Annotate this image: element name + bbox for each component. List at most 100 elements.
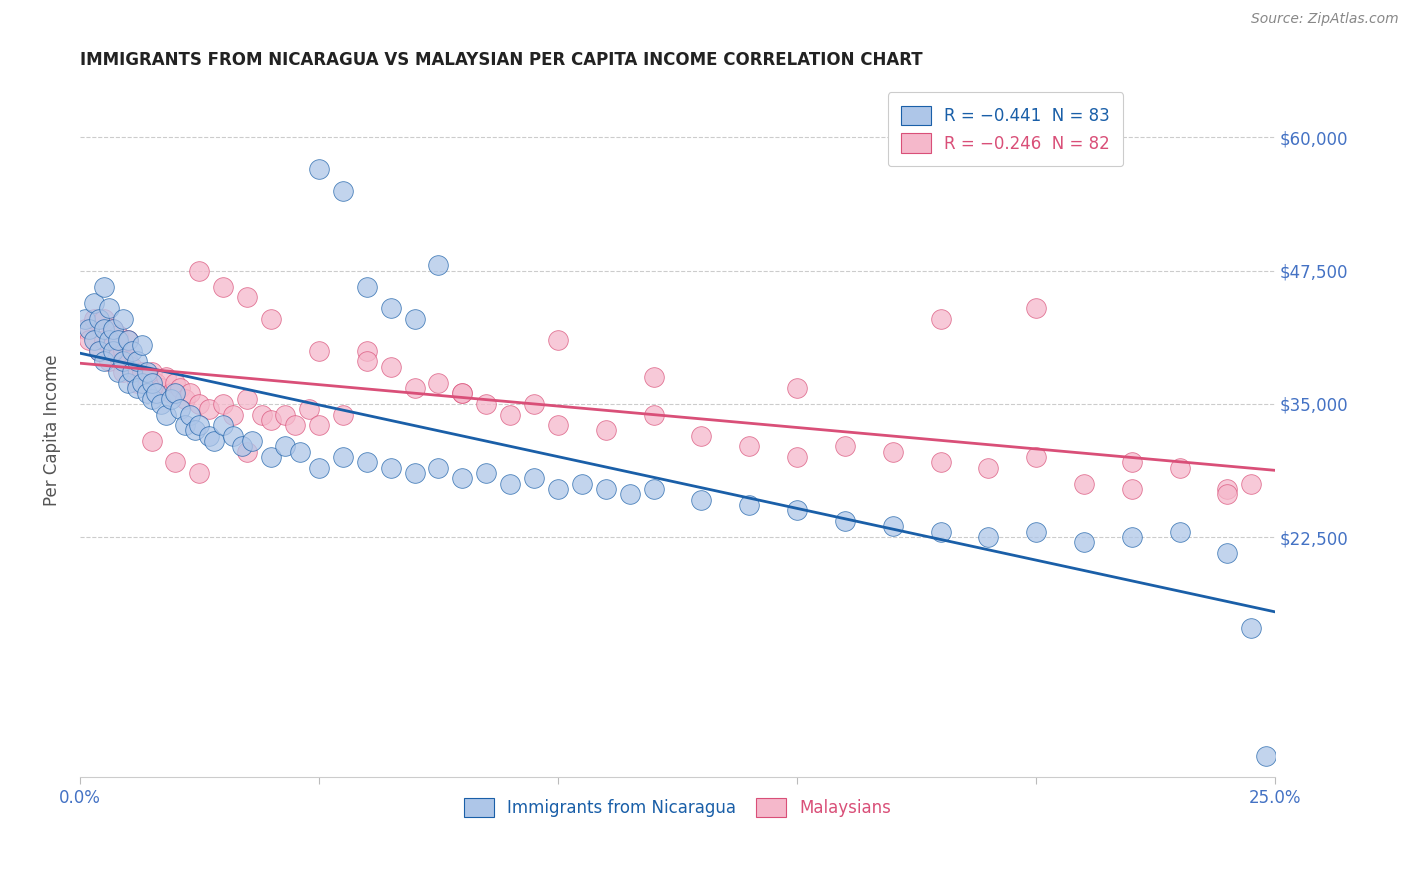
Point [117,376,139,390]
Point [212,279,235,293]
Point [107,349,129,363]
Point [475,397,498,411]
Point [404,381,426,395]
Point [571,476,593,491]
Point [308,460,330,475]
Point [231,440,253,454]
Point [188,466,211,480]
Point [738,498,761,512]
Point [882,445,904,459]
Point [1121,530,1143,544]
Point [380,301,402,315]
Point [117,333,139,347]
Point [183,424,205,438]
Point [103,322,125,336]
Point [212,418,235,433]
Point [97,301,120,315]
Point [1073,476,1095,491]
Point [619,487,641,501]
Text: Source: ZipAtlas.com: Source: ZipAtlas.com [1251,12,1399,26]
Point [332,184,354,198]
Point [250,408,273,422]
Point [83,295,105,310]
Point [1216,482,1239,496]
Point [141,376,163,390]
Point [929,524,952,539]
Point [131,365,153,379]
Point [83,311,105,326]
Point [174,392,197,406]
Point [117,333,139,347]
Point [150,397,173,411]
Point [145,376,167,390]
Point [451,471,474,485]
Point [103,338,125,352]
Point [127,376,149,390]
Point [1240,476,1263,491]
Point [260,311,283,326]
Point [1025,524,1047,539]
Point [111,354,134,368]
Point [404,311,426,326]
Point [404,466,426,480]
Point [786,450,808,464]
Point [547,333,569,347]
Point [523,471,546,485]
Point [356,354,378,368]
Point [93,322,115,336]
Point [380,359,402,374]
Point [135,386,157,401]
Point [284,418,307,433]
Point [174,418,197,433]
Point [107,327,129,342]
Point [356,343,378,358]
Point [179,386,201,401]
Point [135,370,157,384]
Point [79,333,101,347]
Point [87,311,110,326]
Point [1073,535,1095,549]
Point [643,482,665,496]
Point [93,311,115,326]
Point [332,450,354,464]
Point [236,290,259,304]
Point [159,392,181,406]
Point [977,460,1000,475]
Point [93,333,115,347]
Point [107,333,129,347]
Point [523,397,546,411]
Point [202,434,225,449]
Point [236,445,259,459]
Point [93,279,115,293]
Point [690,429,713,443]
Point [165,386,187,401]
Point [547,482,569,496]
Point [87,343,110,358]
Point [103,343,125,358]
Point [93,354,115,368]
Point [298,402,321,417]
Point [87,343,110,358]
Point [308,418,330,433]
Point [135,365,157,379]
Point [260,450,283,464]
Point [117,354,139,368]
Point [141,365,163,379]
Point [595,424,617,438]
Point [1168,524,1191,539]
Point [141,434,163,449]
Point [882,519,904,533]
Point [212,397,235,411]
Point [427,258,450,272]
Point [127,381,149,395]
Point [308,162,330,177]
Point [169,381,191,395]
Y-axis label: Per Capita Income: Per Capita Income [44,355,60,507]
Point [155,370,177,384]
Point [380,460,402,475]
Point [165,376,187,390]
Point [165,455,187,469]
Point [159,386,181,401]
Point [308,343,330,358]
Point [1168,460,1191,475]
